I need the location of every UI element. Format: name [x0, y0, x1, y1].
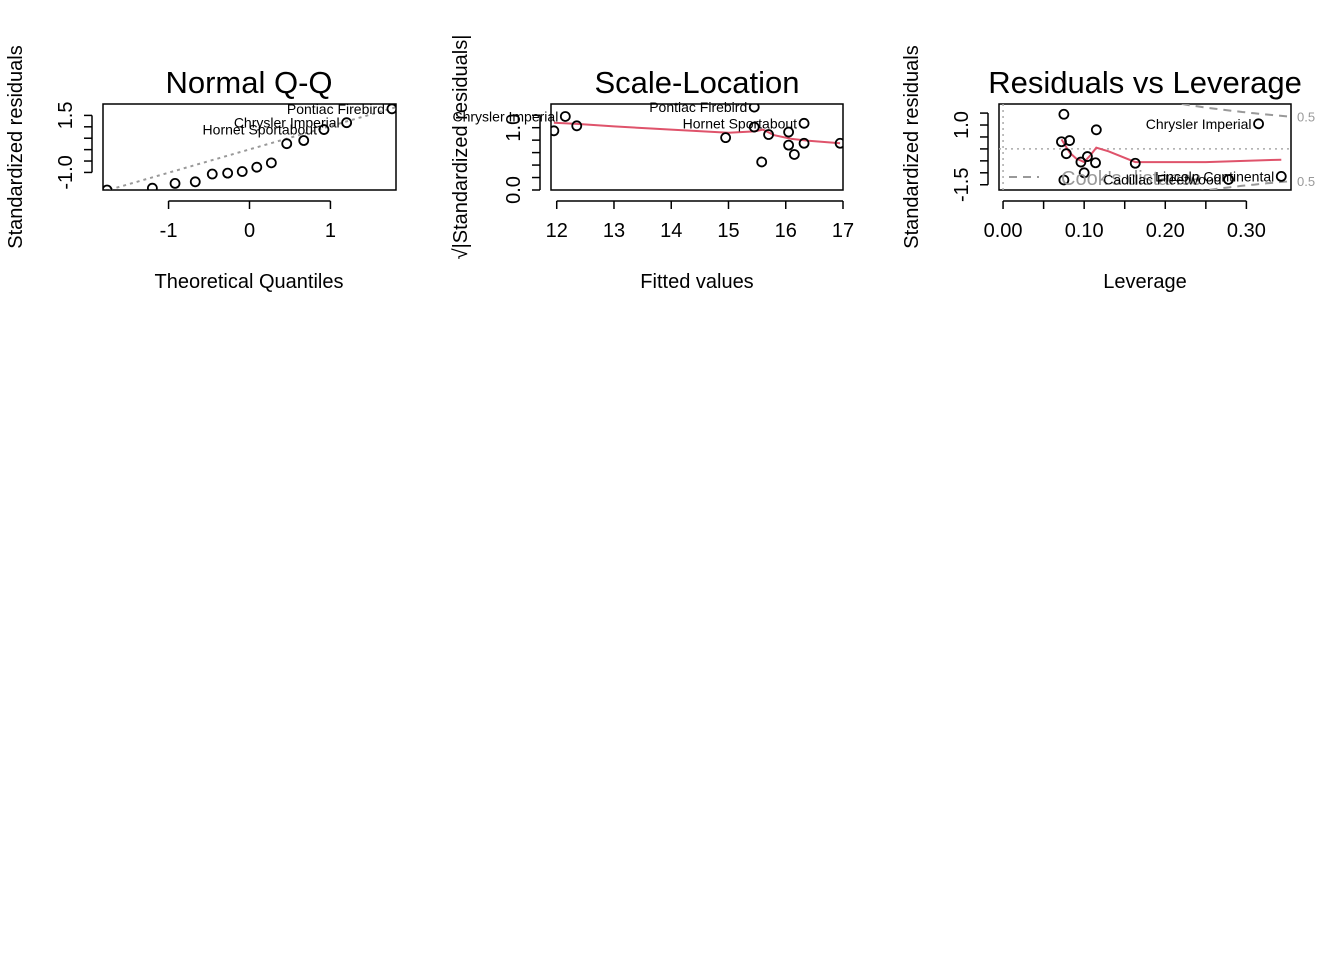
- sl-point-label: Chrysler Imperial: [453, 108, 559, 124]
- sl-x-tick-label: 15: [717, 220, 739, 242]
- sl-x-tick-label: 12: [546, 220, 568, 242]
- sl-point: [834, 137, 843, 149]
- sl-panel: Scale-Location Fitted values √|Standardize…: [450, 35, 854, 293]
- rvl-point: [1060, 148, 1072, 160]
- qq-reference-line: [104, 106, 396, 190]
- rvl-y-tick-label: -1.5: [951, 168, 973, 202]
- sl-plot-area: [551, 104, 843, 168]
- rvl-point: [1223, 174, 1234, 185]
- sl-point: [571, 120, 583, 132]
- sl-x-tick-label: 14: [660, 220, 682, 242]
- rvl-point-label: Lincoln Continental: [1155, 168, 1274, 184]
- rvl-plot-area: [999, 104, 1291, 190]
- sl-x-tick-label: 16: [775, 220, 797, 242]
- rvl-x-tick-label: 0.00: [984, 220, 1023, 242]
- sl-point: [748, 121, 760, 133]
- qq-y-tick-label: -1.0: [55, 155, 77, 189]
- rvl-point-label: Chrysler Imperial: [1146, 116, 1252, 132]
- rvl-y-tick-label: 1.0: [951, 111, 973, 139]
- rvl-point: [1075, 156, 1087, 168]
- qq-point: [103, 184, 113, 190]
- rvl-point: [1064, 135, 1075, 146]
- cooks-legend-label: Cook's distance: [1061, 168, 1202, 190]
- sl-x-tick-label: 13: [603, 220, 625, 242]
- qq-title: Normal Q-Q: [165, 65, 332, 100]
- rvl-x-tick-label: 0.20: [1146, 220, 1185, 242]
- qq-plot-area: [103, 104, 396, 190]
- rvl-smoother-line: [1060, 138, 1282, 164]
- rvl-point: [1090, 124, 1102, 136]
- sl-y-tick-label: 0.0: [503, 176, 525, 204]
- qq-x-tick-label: -1: [160, 220, 178, 242]
- cooks-level-label: 0.5: [1297, 174, 1315, 189]
- sl-point: [783, 139, 795, 151]
- rvl-point: [1058, 174, 1070, 186]
- sl-xlabel: Fitted values: [640, 271, 753, 293]
- qq-y-tick-label: 1.5: [55, 101, 77, 129]
- rvl-point: [1129, 157, 1141, 169]
- rvl-point-label: Cadillac Fleetwood: [1103, 171, 1221, 187]
- rvl-plot-frame: [998, 103, 1292, 191]
- rvl-panel: Residuals vs Leverage Leverage Standardize…: [901, 45, 1315, 293]
- sl-point: [756, 156, 768, 168]
- sl-point: [783, 126, 795, 138]
- qq-point-label: Chrysler Imperial: [234, 115, 340, 131]
- qq-point: [341, 117, 353, 129]
- qq-panel: Normal Q-Q Theoretical Quantiles Standardi…: [5, 45, 397, 293]
- qq-point: [146, 182, 158, 190]
- qq-point: [189, 176, 201, 188]
- qq-point-label: Pontiac Firebird: [287, 101, 385, 117]
- rvl-point: [1090, 157, 1101, 169]
- sl-y-tick-label: 1.0: [503, 114, 525, 142]
- sl-point-label: Hornet Sportabout: [683, 115, 798, 131]
- qq-point: [265, 157, 277, 169]
- sl-point: [798, 117, 810, 129]
- sl-point: [763, 129, 774, 140]
- rvl-point: [1253, 118, 1264, 130]
- sl-ylabel: √|Standardized residuals|: [450, 35, 472, 260]
- qq-x-tick-label: 0: [244, 220, 255, 242]
- qq-point-label: Hornet Sportabout: [203, 122, 318, 138]
- rvl-point: [1275, 170, 1287, 182]
- cooks-level-label: 0.5: [1297, 110, 1315, 125]
- rvl-xlabel: Leverage: [1103, 271, 1186, 293]
- qq-point: [281, 138, 293, 150]
- sl-point: [798, 137, 810, 149]
- sl-title: Scale-Location: [594, 65, 799, 100]
- sl-point: [720, 132, 732, 144]
- qq-point: [222, 167, 234, 179]
- rvl-x-tick-label: 0.10: [1065, 220, 1104, 242]
- qq-xlabel: Theoretical Quantiles: [155, 271, 344, 293]
- qq-plot-frame: [102, 103, 397, 191]
- qq-point: [298, 135, 310, 146]
- qq-point: [318, 124, 330, 135]
- qq-point: [251, 161, 263, 173]
- sl-point-label: Pontiac Firebird: [649, 99, 747, 115]
- qq-point: [206, 168, 218, 180]
- rvl-ylabel: Standardized residuals: [901, 45, 923, 248]
- qq-point: [386, 104, 396, 115]
- qq-x-tick-label: 1: [325, 220, 336, 242]
- rvl-point: [1058, 108, 1070, 120]
- rvl-x-tick-label: 0.30: [1227, 220, 1266, 242]
- sl-point: [748, 104, 760, 113]
- cooks-distance-contour: [1200, 180, 1291, 190]
- sl-x-tick-label: 17: [832, 220, 854, 242]
- rvl-point: [1078, 167, 1090, 179]
- sl-point: [788, 149, 800, 160]
- sl-point: [559, 111, 571, 122]
- rvl-title: Residuals vs Leverage: [988, 65, 1302, 100]
- qq-point: [236, 166, 248, 177]
- qq-point: [169, 177, 181, 189]
- sl-point: [551, 125, 560, 137]
- rvl-point: [1082, 151, 1093, 162]
- qq-ylabel: Standardized residuals: [5, 45, 27, 248]
